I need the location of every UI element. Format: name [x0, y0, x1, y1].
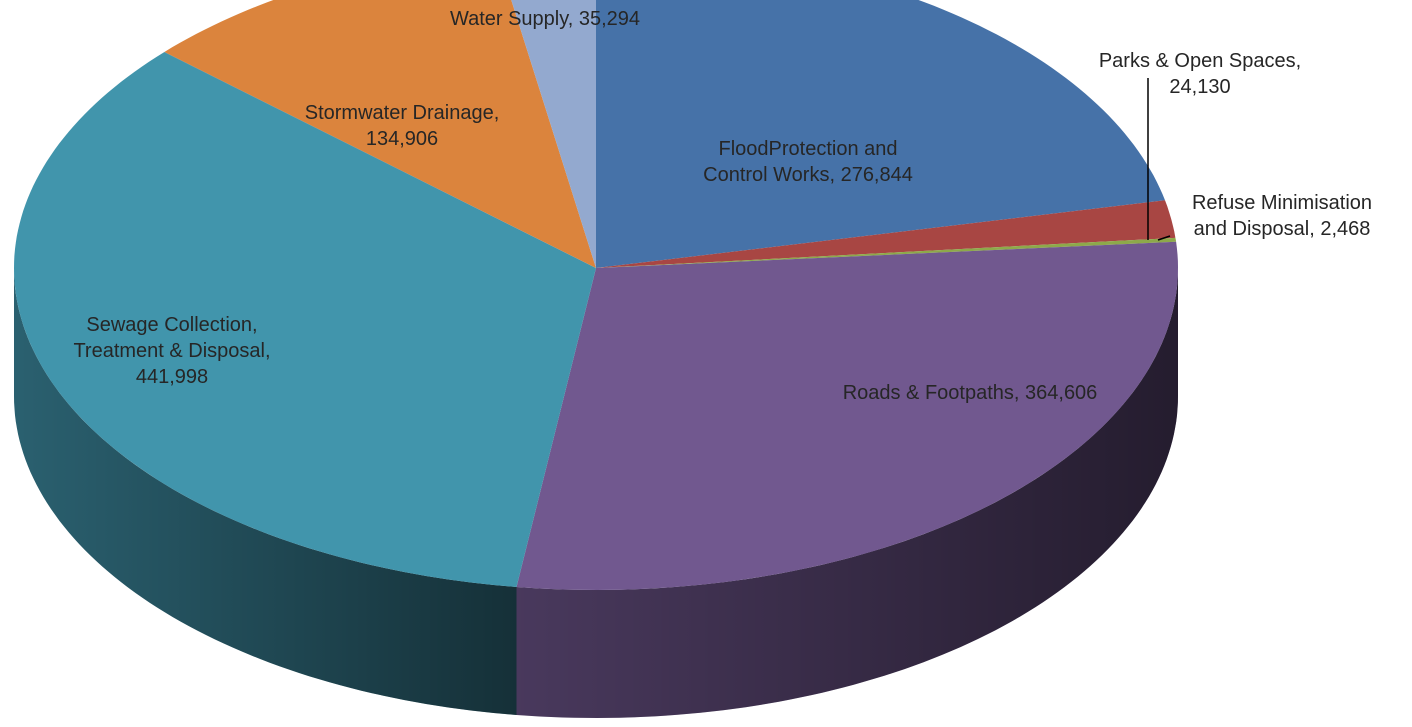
slice-stormwater-drainage — [164, 0, 596, 268]
slice-side-shade-roads-footpaths — [516, 268, 1178, 718]
data-label-stormwater-drainage: Stormwater Drainage, 134,906 — [272, 100, 532, 152]
slice-sewage-collection-treatment-disposal — [14, 52, 596, 587]
data-label-roads-footpaths: Roads & Footpaths, 364,606 — [800, 380, 1140, 406]
slice-roads-footpaths — [516, 241, 1178, 591]
data-label-floodprotection-and-control-works: FloodProtection and Control Works, 276,84… — [658, 136, 958, 188]
leader-line-refuse-minimisation-and-disposal — [1157, 235, 1171, 241]
slice-side-shade-sewage-collection-treatment-disposal — [14, 268, 517, 715]
data-label-line: Control Works, 276,844 — [703, 164, 913, 186]
data-label-line: Roads & Footpaths, 364,606 — [842, 382, 1098, 404]
slice-refuse-minimisation-and-disposal — [596, 237, 1177, 268]
data-label-line: 134,906 — [365, 128, 439, 150]
data-label-refuse-minimisation-and-disposal: Refuse Minimisation and Disposal, 2,468 — [1162, 190, 1402, 242]
data-label-line: Treatment & Disposal, — [73, 340, 271, 362]
data-label-line: Refuse Minimisation — [1191, 192, 1373, 214]
slice-water-supply — [511, 0, 596, 268]
data-label-parks-open-spaces: Parks & Open Spaces, 24,130 — [1070, 48, 1330, 100]
slice-floodprotection-and-control-works — [596, 0, 1165, 268]
data-label-sewage-collection-treatment-disposal: Sewage Collection, Treatment & Disposal, 4… — [22, 312, 322, 390]
data-label-line: Parks & Open Spaces, — [1098, 50, 1302, 72]
data-label-water-supply: Water Supply, 35,294 — [415, 6, 675, 32]
data-label-line: Water Supply, 35,294 — [449, 8, 641, 30]
slice-parks-open-spaces — [596, 200, 1176, 268]
data-label-line: FloodProtection and — [718, 138, 898, 160]
data-label-line: Sewage Collection, — [86, 314, 258, 336]
data-label-line: and Disposal, 2,468 — [1193, 218, 1371, 240]
data-label-line: Stormwater Drainage, — [304, 102, 500, 124]
data-label-line: 441,998 — [135, 366, 209, 388]
data-label-line: 24,130 — [1169, 76, 1231, 98]
